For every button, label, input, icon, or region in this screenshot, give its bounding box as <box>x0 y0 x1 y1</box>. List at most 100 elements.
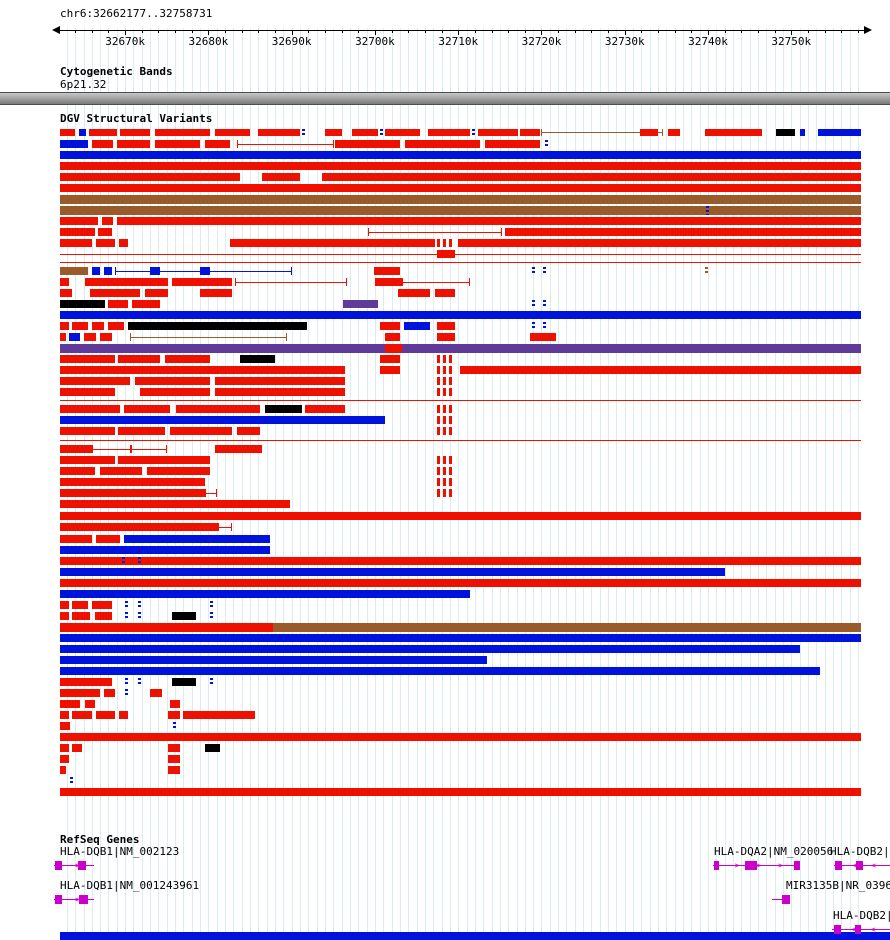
variant-segment[interactable] <box>60 388 116 396</box>
variant-segment[interactable] <box>138 612 142 620</box>
variant-segment[interactable] <box>532 322 536 330</box>
gene-label[interactable]: MIR3135B|NR_03966 <box>786 879 890 892</box>
variant-segment[interactable] <box>301 129 305 136</box>
variant-segment[interactable] <box>705 206 709 215</box>
variant-segment[interactable] <box>60 678 112 686</box>
gene-label[interactable]: HLA-DQB2| <box>833 909 890 922</box>
variant-segment[interactable] <box>60 228 96 236</box>
variant-segment[interactable] <box>529 333 556 341</box>
variant-segment[interactable] <box>404 140 480 148</box>
variant-segment[interactable] <box>215 388 345 396</box>
variant-segment[interactable] <box>60 788 862 796</box>
gene-exon[interactable] <box>55 861 62 870</box>
variant-segment[interactable] <box>125 689 129 697</box>
variant-segment[interactable] <box>60 440 862 441</box>
variant-segment[interactable] <box>334 140 400 148</box>
variant-segment[interactable] <box>171 612 196 620</box>
variant-segment[interactable] <box>60 667 820 675</box>
variant-segment[interactable] <box>60 355 116 363</box>
variant-segment[interactable] <box>60 239 92 247</box>
variant-segment[interactable] <box>60 579 862 587</box>
variant-segment[interactable] <box>171 678 196 686</box>
variant-segment[interactable] <box>60 489 206 497</box>
variant-segment[interactable] <box>84 333 96 341</box>
variant-segment[interactable] <box>384 129 420 136</box>
variant-segment[interactable] <box>60 129 76 136</box>
variant-segment[interactable] <box>60 478 206 486</box>
variant-segment[interactable] <box>437 405 455 413</box>
variant-segment[interactable] <box>116 140 151 148</box>
gene-exon[interactable] <box>793 861 800 870</box>
variant-segment[interactable] <box>210 678 214 686</box>
variant-segment[interactable] <box>118 427 166 435</box>
variant-segment[interactable] <box>704 129 763 136</box>
variant-segment[interactable] <box>150 689 162 697</box>
variant-segment[interactable] <box>119 711 129 719</box>
variant-segment[interactable] <box>437 333 455 341</box>
variant-segment[interactable] <box>261 173 300 181</box>
variant-segment[interactable] <box>60 206 862 215</box>
variant-segment[interactable] <box>60 427 116 435</box>
variant-segment[interactable] <box>155 129 211 136</box>
variant-segment[interactable] <box>100 467 142 475</box>
variant-segment[interactable] <box>799 129 806 136</box>
variant-segment[interactable] <box>168 711 181 719</box>
variant-segment[interactable] <box>60 151 862 159</box>
variant-segment[interactable] <box>544 140 548 148</box>
variant-segment[interactable] <box>240 355 276 363</box>
variant-segment[interactable] <box>60 195 862 204</box>
variant-segment[interactable] <box>85 700 96 708</box>
variant-segment[interactable] <box>437 416 455 424</box>
variant-segment[interactable] <box>121 557 125 565</box>
variant-segment[interactable] <box>60 755 69 763</box>
variant-segment[interactable] <box>125 678 129 686</box>
gene-exon[interactable] <box>77 861 86 870</box>
variant-segment[interactable] <box>324 129 342 136</box>
variant-segment[interactable] <box>60 467 96 475</box>
variant-segment[interactable] <box>437 388 455 396</box>
variant-segment[interactable] <box>60 645 800 653</box>
variant-segment[interactable] <box>91 601 112 609</box>
variant-segment[interactable] <box>60 267 89 275</box>
variant-segment[interactable] <box>368 228 502 236</box>
variant-segment[interactable] <box>60 733 862 741</box>
variant-segment[interactable] <box>215 445 262 453</box>
variant-segment[interactable] <box>519 129 540 136</box>
gene-exon[interactable] <box>713 861 719 870</box>
variant-segment[interactable] <box>107 300 129 308</box>
variant-segment[interactable] <box>437 467 455 475</box>
variant-segment[interactable] <box>60 711 69 719</box>
variant-segment[interactable] <box>258 129 300 136</box>
variant-segment[interactable] <box>138 678 142 686</box>
variant-segment[interactable] <box>210 612 214 620</box>
variant-segment[interactable] <box>100 333 112 341</box>
variant-segment[interactable] <box>215 129 251 136</box>
variant-segment[interactable] <box>60 634 862 642</box>
variant-segment[interactable] <box>165 355 211 363</box>
variant-segment[interactable] <box>60 416 385 424</box>
variant-segment[interactable] <box>124 405 171 413</box>
variant-segment[interactable] <box>71 744 82 752</box>
gene-exon[interactable] <box>782 895 790 904</box>
variant-segment[interactable] <box>91 140 114 148</box>
variant-segment[interactable] <box>85 278 169 286</box>
variant-segment[interactable] <box>379 366 400 374</box>
variant-segment[interactable] <box>60 656 487 664</box>
variant-segment[interactable] <box>639 129 659 136</box>
variant-segment[interactable] <box>60 546 271 554</box>
gene-label[interactable]: HLA-DQA2|NM_020056 <box>714 845 834 858</box>
bottom-region-bar[interactable] <box>60 932 890 940</box>
variant-segment[interactable] <box>379 322 400 330</box>
variant-segment[interactable] <box>68 333 81 341</box>
variant-segment[interactable] <box>210 601 214 609</box>
variant-segment[interactable] <box>95 239 116 247</box>
variant-segment[interactable] <box>60 523 219 531</box>
gene-label[interactable]: HLA-DQB1|NM_001243961 <box>60 879 200 892</box>
variant-segment[interactable] <box>116 217 862 225</box>
gene-exon[interactable] <box>55 895 62 904</box>
cytoband-bar[interactable] <box>0 92 890 105</box>
variant-segment[interactable] <box>118 355 161 363</box>
variant-segment[interactable] <box>60 311 862 319</box>
variant-segment[interactable] <box>60 322 69 330</box>
variant-segment[interactable] <box>343 300 379 308</box>
